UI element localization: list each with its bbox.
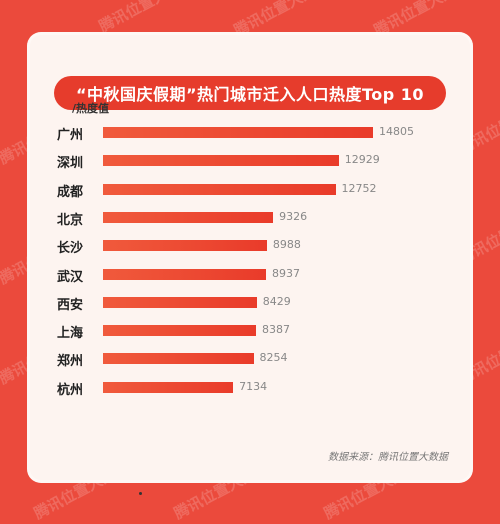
bar — [103, 381, 234, 393]
category-label: 北京 — [56, 212, 83, 228]
y-axis-unit-label: /热度值 — [72, 102, 110, 115]
data-label: 8988 — [272, 238, 301, 252]
bar — [103, 296, 257, 308]
bar — [103, 155, 339, 167]
category-label: 深圳 — [56, 156, 83, 172]
chart-title: “中秋国庆假期”热门城市迁入人口热度Top 10 — [54, 76, 446, 110]
data-label: 7134 — [239, 379, 268, 393]
bar — [103, 325, 256, 337]
bar — [103, 268, 266, 280]
category-label: 成都 — [56, 184, 83, 200]
data-label: 12752 — [341, 181, 377, 195]
category-label: 上海 — [56, 326, 83, 342]
bar — [103, 211, 274, 223]
data-label: 8937 — [271, 266, 300, 280]
bar — [103, 240, 267, 252]
data-label: 8387 — [261, 323, 290, 337]
bar — [103, 353, 254, 365]
data-source: 数据来源：腾讯位置大数据 — [328, 452, 448, 463]
category-label: 郑州 — [56, 354, 83, 370]
data-label: 12929 — [344, 153, 380, 167]
decorative-dot — [139, 492, 142, 495]
bar — [103, 183, 336, 195]
category-label: 武汉 — [56, 269, 83, 285]
data-label: 9326 — [279, 209, 308, 223]
category-label: 长沙 — [56, 241, 83, 257]
data-label: 14805 — [379, 125, 414, 138]
category-label: 西安 — [56, 297, 83, 313]
category-label: 广州 — [56, 128, 83, 143]
data-label: 8429 — [262, 294, 291, 308]
data-label: 8254 — [259, 351, 288, 365]
category-label: 杭州 — [56, 382, 83, 398]
chart-card: “中秋国庆假期”热门城市迁入人口热度Top 10 /热度值 广州 14805 深圳 1… — [27, 32, 473, 483]
bar — [103, 127, 373, 138]
